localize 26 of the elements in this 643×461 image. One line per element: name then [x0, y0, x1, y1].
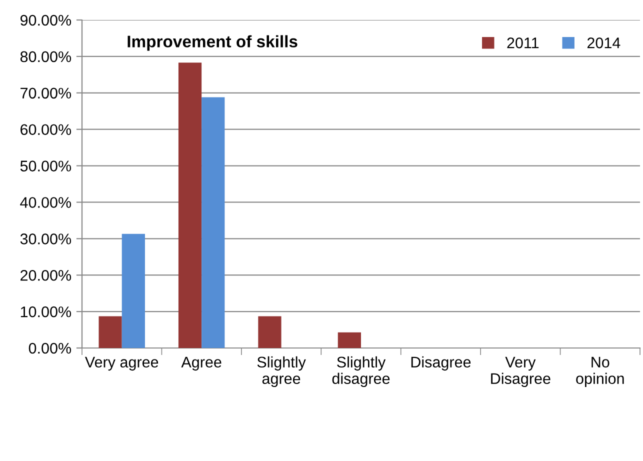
- x-tick-label: Very agree: [84, 356, 158, 371]
- legend-label: 2011: [507, 38, 539, 48]
- legend-label: 2014: [587, 38, 620, 48]
- bar: [338, 332, 361, 348]
- y-tick-label: 40.00%: [20, 197, 72, 208]
- bar: [258, 316, 282, 348]
- bar: [98, 316, 122, 348]
- y-tick-label: 20.00%: [20, 270, 72, 281]
- y-tick-label: 0.00%: [28, 342, 72, 354]
- x-tick-label: Very Disagree: [491, 356, 550, 388]
- x-tick-label: Disagree: [411, 356, 471, 371]
- y-tick-label: 10.00%: [20, 306, 72, 318]
- y-tick-label: 80.00%: [20, 51, 72, 62]
- bar: [122, 234, 145, 348]
- y-tick-label: 70.00%: [20, 88, 72, 99]
- x-tick-label: Agree: [181, 356, 222, 371]
- bar: [178, 62, 202, 348]
- x-tick-label: No opinion: [576, 356, 624, 388]
- y-tick-label: 60.00%: [20, 124, 72, 136]
- text: Improvement of skills: [128, 35, 298, 51]
- bar: [202, 97, 225, 348]
- y-tick-label: 50.00%: [20, 160, 72, 172]
- x-tick-label: Slightly agree: [257, 356, 306, 388]
- y-tick-label: 90.00%: [20, 14, 72, 26]
- x-tick-label: Slightly disagree: [332, 356, 390, 388]
- y-tick-label: 30.00%: [20, 234, 72, 244]
